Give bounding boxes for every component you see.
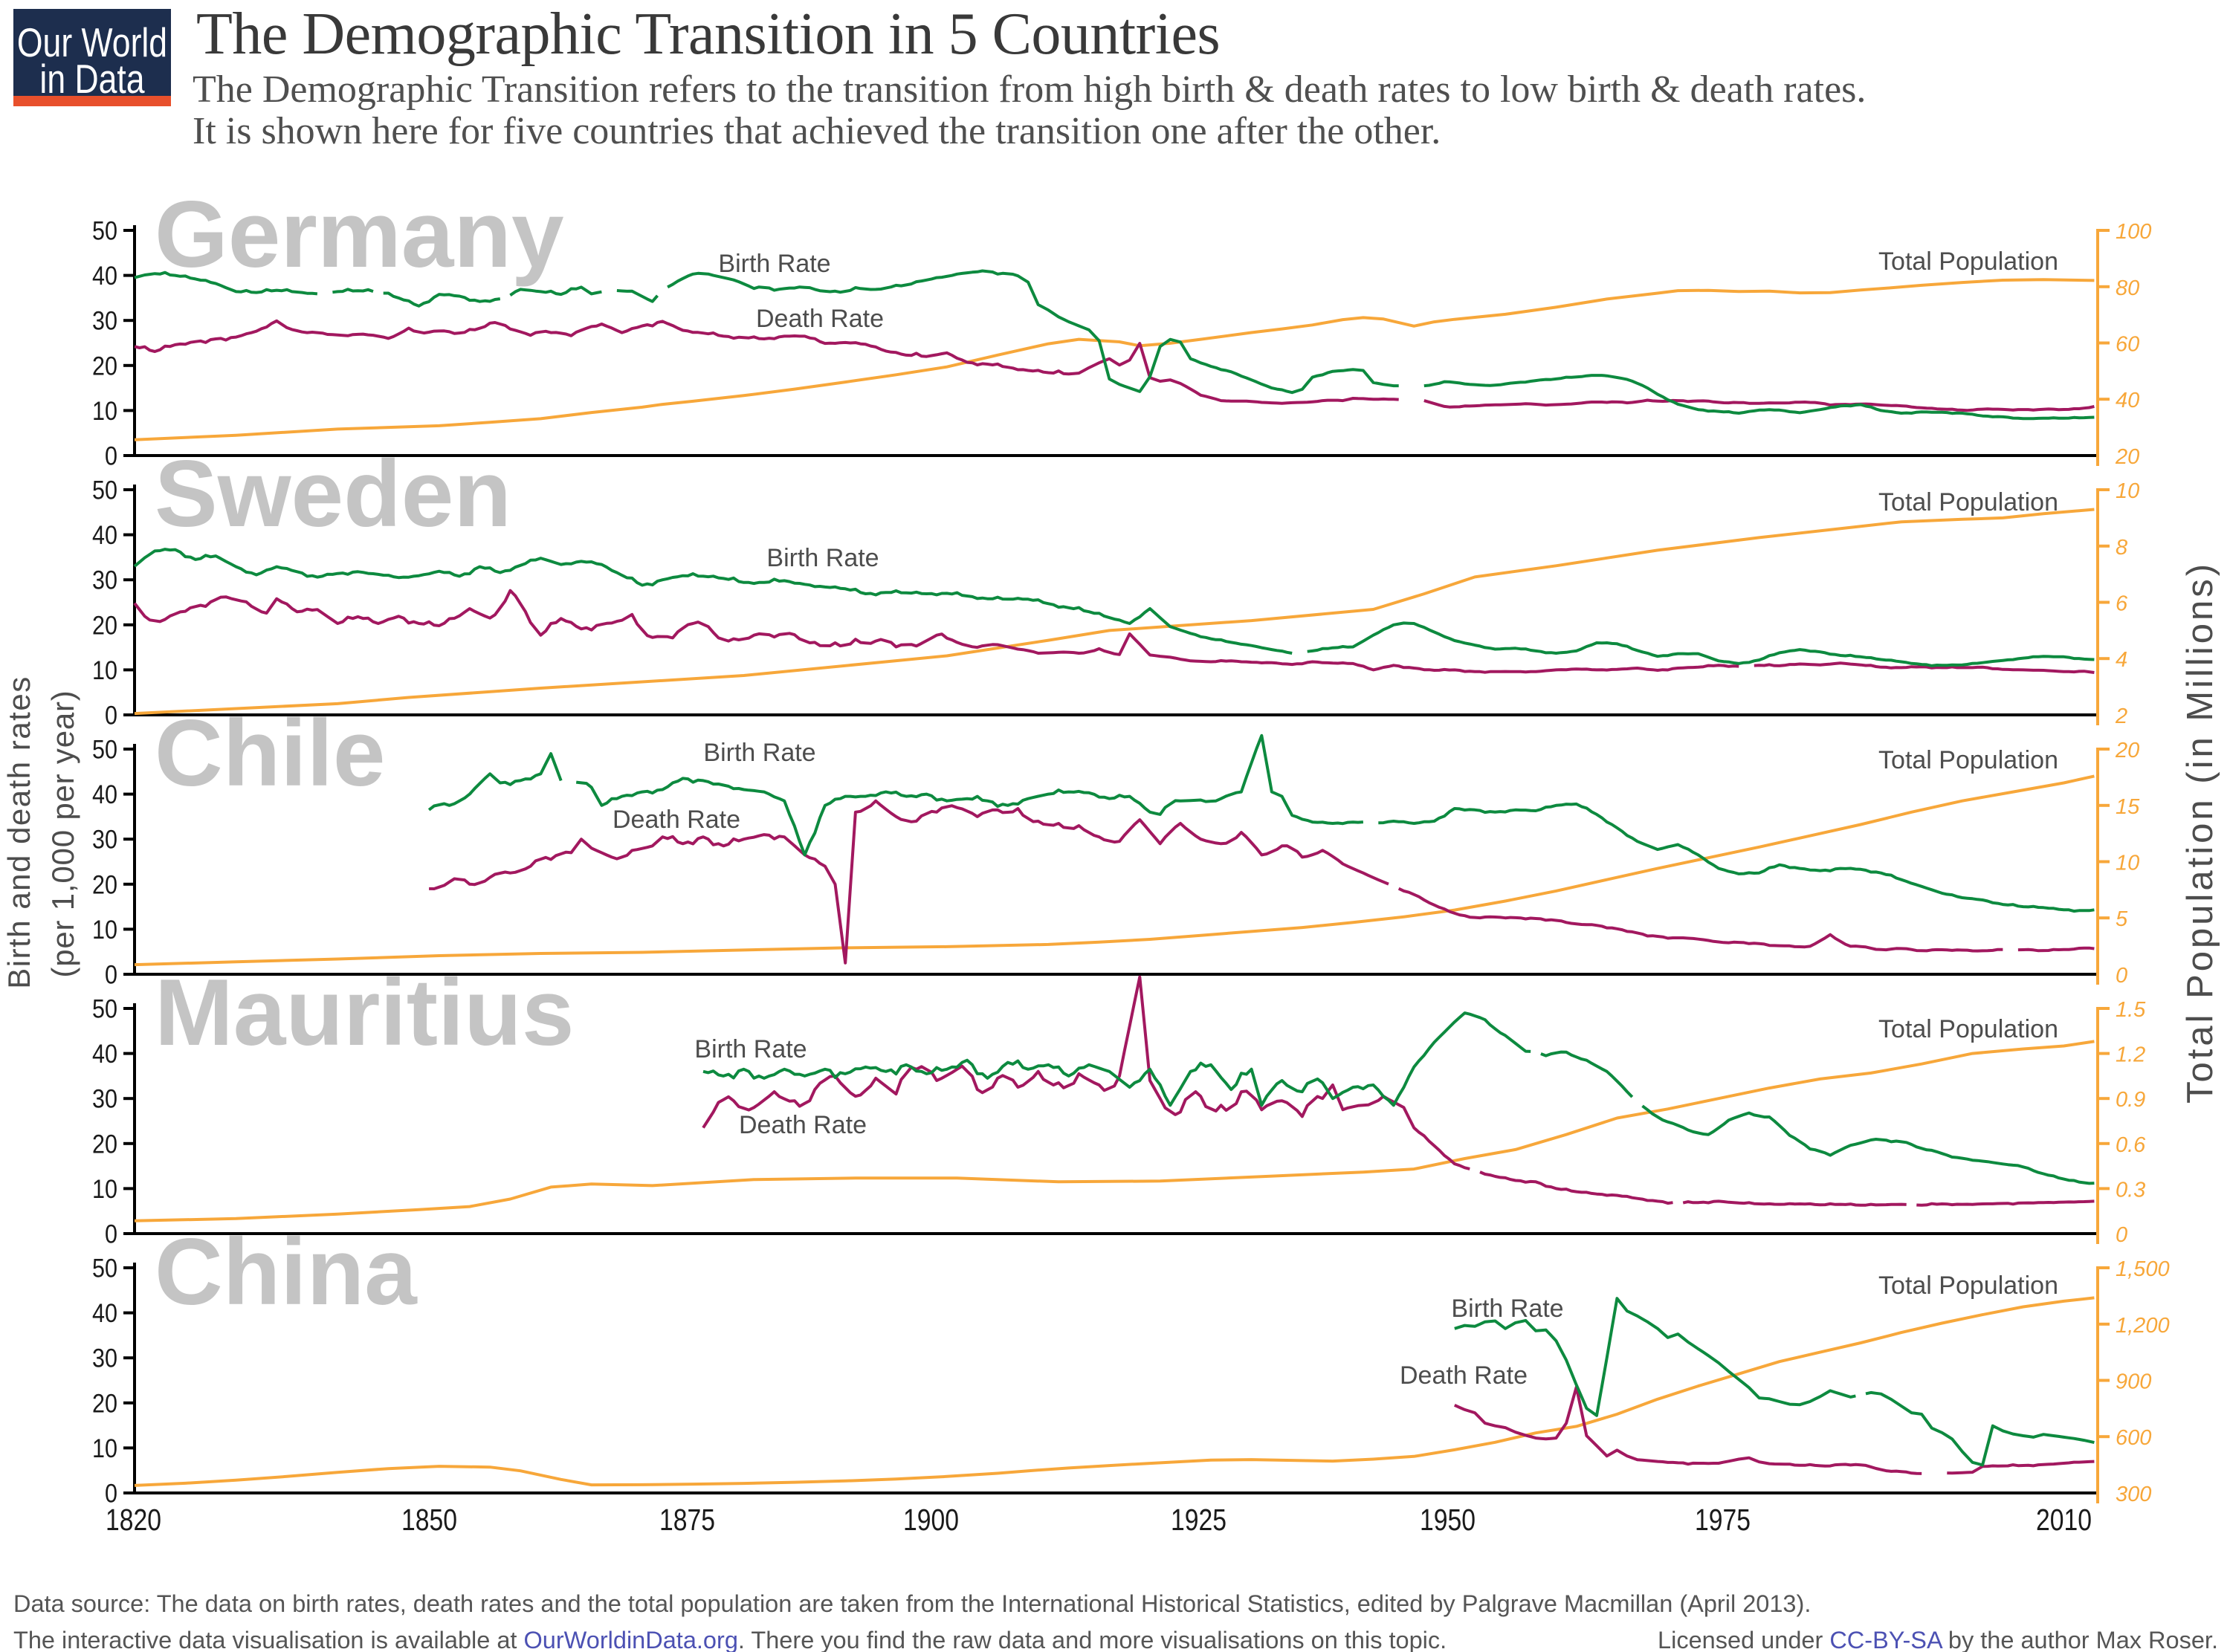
- svg-text:Total Population (in Millions): Total Population (in Millions): [2180, 561, 2220, 1104]
- svg-text:20: 20: [92, 352, 117, 380]
- svg-text:Death Rate: Death Rate: [756, 305, 884, 333]
- svg-text:40: 40: [92, 262, 117, 291]
- svg-text:10: 10: [92, 1175, 117, 1204]
- svg-text:Birth Rate: Birth Rate: [766, 544, 879, 572]
- svg-text:Death Rate: Death Rate: [1400, 1361, 1528, 1390]
- svg-text:Death Rate: Death Rate: [613, 806, 740, 834]
- svg-text:0: 0: [105, 702, 117, 731]
- svg-text:40: 40: [2116, 389, 2139, 412]
- svg-text:0: 0: [2116, 1223, 2127, 1247]
- svg-text:Total Population: Total Population: [1878, 746, 2058, 774]
- svg-text:Birth Rate: Birth Rate: [703, 739, 815, 767]
- svg-text:Birth Rate: Birth Rate: [1451, 1295, 1563, 1323]
- svg-text:30: 30: [92, 566, 117, 595]
- svg-text:1.5: 1.5: [2116, 998, 2146, 1022]
- svg-text:30: 30: [92, 826, 117, 855]
- svg-text:Total Population: Total Population: [1878, 488, 2058, 516]
- svg-text:30: 30: [92, 1085, 117, 1114]
- svg-text:50: 50: [92, 995, 117, 1024]
- svg-text:20: 20: [2115, 739, 2139, 762]
- svg-text:Germany: Germany: [155, 181, 564, 287]
- svg-text:900: 900: [2116, 1370, 2151, 1394]
- svg-text:15: 15: [2116, 795, 2140, 819]
- svg-text:40: 40: [92, 1040, 117, 1069]
- svg-text:20: 20: [92, 1389, 117, 1418]
- svg-text:10: 10: [92, 916, 117, 945]
- svg-text:50: 50: [92, 476, 117, 505]
- svg-text:10: 10: [92, 656, 117, 685]
- svg-text:100: 100: [2116, 220, 2151, 244]
- svg-text:1,500: 1,500: [2116, 1257, 2170, 1281]
- svg-text:50: 50: [92, 217, 117, 246]
- svg-text:0: 0: [2116, 964, 2127, 988]
- svg-text:1,200: 1,200: [2116, 1314, 2170, 1338]
- svg-text:600: 600: [2116, 1426, 2151, 1450]
- svg-text:1900: 1900: [903, 1503, 959, 1537]
- svg-text:Chile: Chile: [155, 700, 386, 806]
- svg-text:80: 80: [2116, 276, 2139, 300]
- svg-text:1.2: 1.2: [2116, 1043, 2145, 1067]
- svg-text:1850: 1850: [401, 1503, 457, 1537]
- svg-text:6: 6: [2116, 592, 2128, 616]
- svg-text:0: 0: [105, 1480, 117, 1509]
- svg-text:1875: 1875: [659, 1503, 715, 1537]
- svg-text:4: 4: [2116, 648, 2127, 672]
- svg-text:Total Population: Total Population: [1878, 247, 2058, 276]
- svg-text:1975: 1975: [1695, 1503, 1751, 1537]
- svg-text:40: 40: [92, 780, 117, 809]
- svg-text:50: 50: [92, 1254, 117, 1283]
- svg-text:Birth Rate: Birth Rate: [694, 1035, 807, 1063]
- svg-text:0.3: 0.3: [2116, 1178, 2145, 1202]
- svg-text:8: 8: [2116, 536, 2127, 560]
- svg-text:20: 20: [2115, 445, 2139, 469]
- svg-text:Death Rate: Death Rate: [739, 1111, 867, 1139]
- svg-text:Mauritius: Mauritius: [155, 959, 575, 1065]
- svg-text:10: 10: [92, 397, 117, 426]
- svg-text:20: 20: [92, 870, 117, 899]
- svg-text:2010: 2010: [2036, 1503, 2092, 1537]
- svg-text:(per 1,000 per year): (per 1,000 per year): [45, 690, 80, 977]
- svg-text:20: 20: [92, 611, 117, 640]
- svg-text:30: 30: [92, 307, 117, 336]
- svg-text:60: 60: [2116, 333, 2139, 357]
- svg-text:2: 2: [2115, 704, 2127, 728]
- svg-text:40: 40: [92, 521, 117, 550]
- svg-text:10: 10: [2116, 852, 2139, 875]
- svg-text:Total Population: Total Population: [1878, 1015, 2058, 1043]
- svg-text:Birth and death rates: Birth and death rates: [1, 676, 36, 988]
- svg-text:300: 300: [2116, 1483, 2151, 1506]
- svg-text:10: 10: [2116, 479, 2139, 503]
- svg-text:10: 10: [92, 1434, 117, 1463]
- svg-text:Birth Rate: Birth Rate: [718, 250, 830, 278]
- svg-text:20: 20: [92, 1130, 117, 1159]
- svg-text:1950: 1950: [1420, 1503, 1476, 1537]
- svg-text:5: 5: [2116, 907, 2128, 931]
- svg-text:1820: 1820: [106, 1503, 161, 1537]
- svg-text:30: 30: [92, 1344, 117, 1373]
- svg-text:0.6: 0.6: [2116, 1133, 2146, 1157]
- svg-text:Sweden: Sweden: [155, 441, 511, 546]
- svg-text:China: China: [155, 1219, 418, 1324]
- svg-text:0: 0: [105, 961, 117, 990]
- svg-text:40: 40: [92, 1299, 117, 1328]
- svg-text:1925: 1925: [1171, 1503, 1226, 1537]
- svg-text:0: 0: [105, 1220, 117, 1249]
- svg-text:0.9: 0.9: [2116, 1088, 2145, 1112]
- svg-text:Total Population: Total Population: [1878, 1272, 2058, 1300]
- svg-text:50: 50: [92, 736, 117, 765]
- svg-text:0: 0: [105, 442, 117, 471]
